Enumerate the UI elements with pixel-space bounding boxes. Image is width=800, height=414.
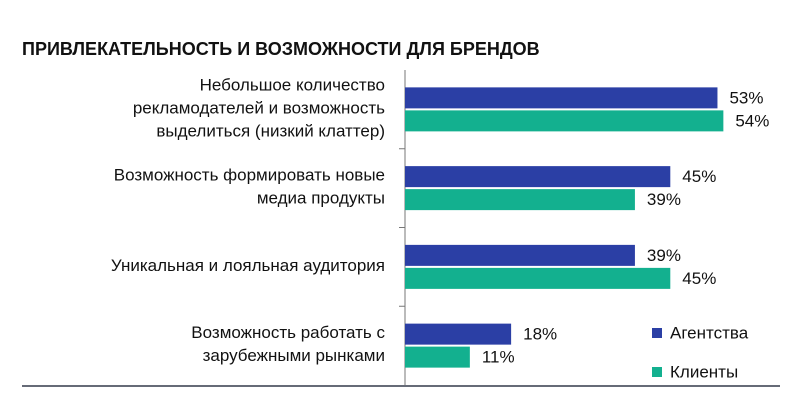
- category-label-line: Уникальная и лояльная аудитория: [111, 256, 385, 275]
- bar: [405, 110, 724, 132]
- category-label: Возможность формировать новые медиа проду…: [114, 166, 385, 208]
- bar: [405, 87, 718, 109]
- value-label: 45%: [682, 167, 716, 186]
- value-label: 39%: [647, 190, 681, 209]
- category-label: Уникальная и лояльная аудитория: [111, 256, 385, 275]
- value-label: 45%: [682, 269, 716, 288]
- value-label: 18%: [523, 325, 557, 344]
- bar: [405, 323, 512, 345]
- category-label-line: Возможность работать с: [191, 324, 385, 343]
- chart-title: ПРИВЛЕКАТЕЛЬНОСТЬ И ВОЗМОЖНОСТИ ДЛЯ БРЕН…: [22, 39, 540, 59]
- category-label-line: Небольшое количество: [200, 76, 385, 95]
- legend-label: Агентства: [670, 323, 749, 342]
- legend-swatch: [652, 367, 662, 377]
- category-label-line: зарубежными рынками: [203, 347, 385, 366]
- value-label: 53%: [729, 88, 763, 107]
- category-label-line: Возможность формировать новые: [114, 166, 385, 185]
- bar: [405, 166, 671, 188]
- category-label-line: медиа продукты: [257, 189, 385, 208]
- category-label: Возможность работать с зарубежными рынкам…: [191, 324, 385, 366]
- value-label: 54%: [735, 111, 769, 130]
- bar: [405, 346, 470, 368]
- bar: [405, 267, 671, 289]
- category-label-line: выделиться (низкий клаттер): [156, 122, 385, 141]
- bar: [405, 189, 635, 211]
- legend-label: Клиенты: [670, 362, 738, 381]
- value-label: 39%: [647, 246, 681, 265]
- category-label: Небольшое количество рекламодателей и воз…: [133, 76, 385, 141]
- legend-swatch: [652, 328, 662, 338]
- category-label-line: рекламодателей и возможность: [133, 99, 385, 118]
- value-label: 11%: [482, 348, 515, 367]
- bar: [405, 244, 635, 266]
